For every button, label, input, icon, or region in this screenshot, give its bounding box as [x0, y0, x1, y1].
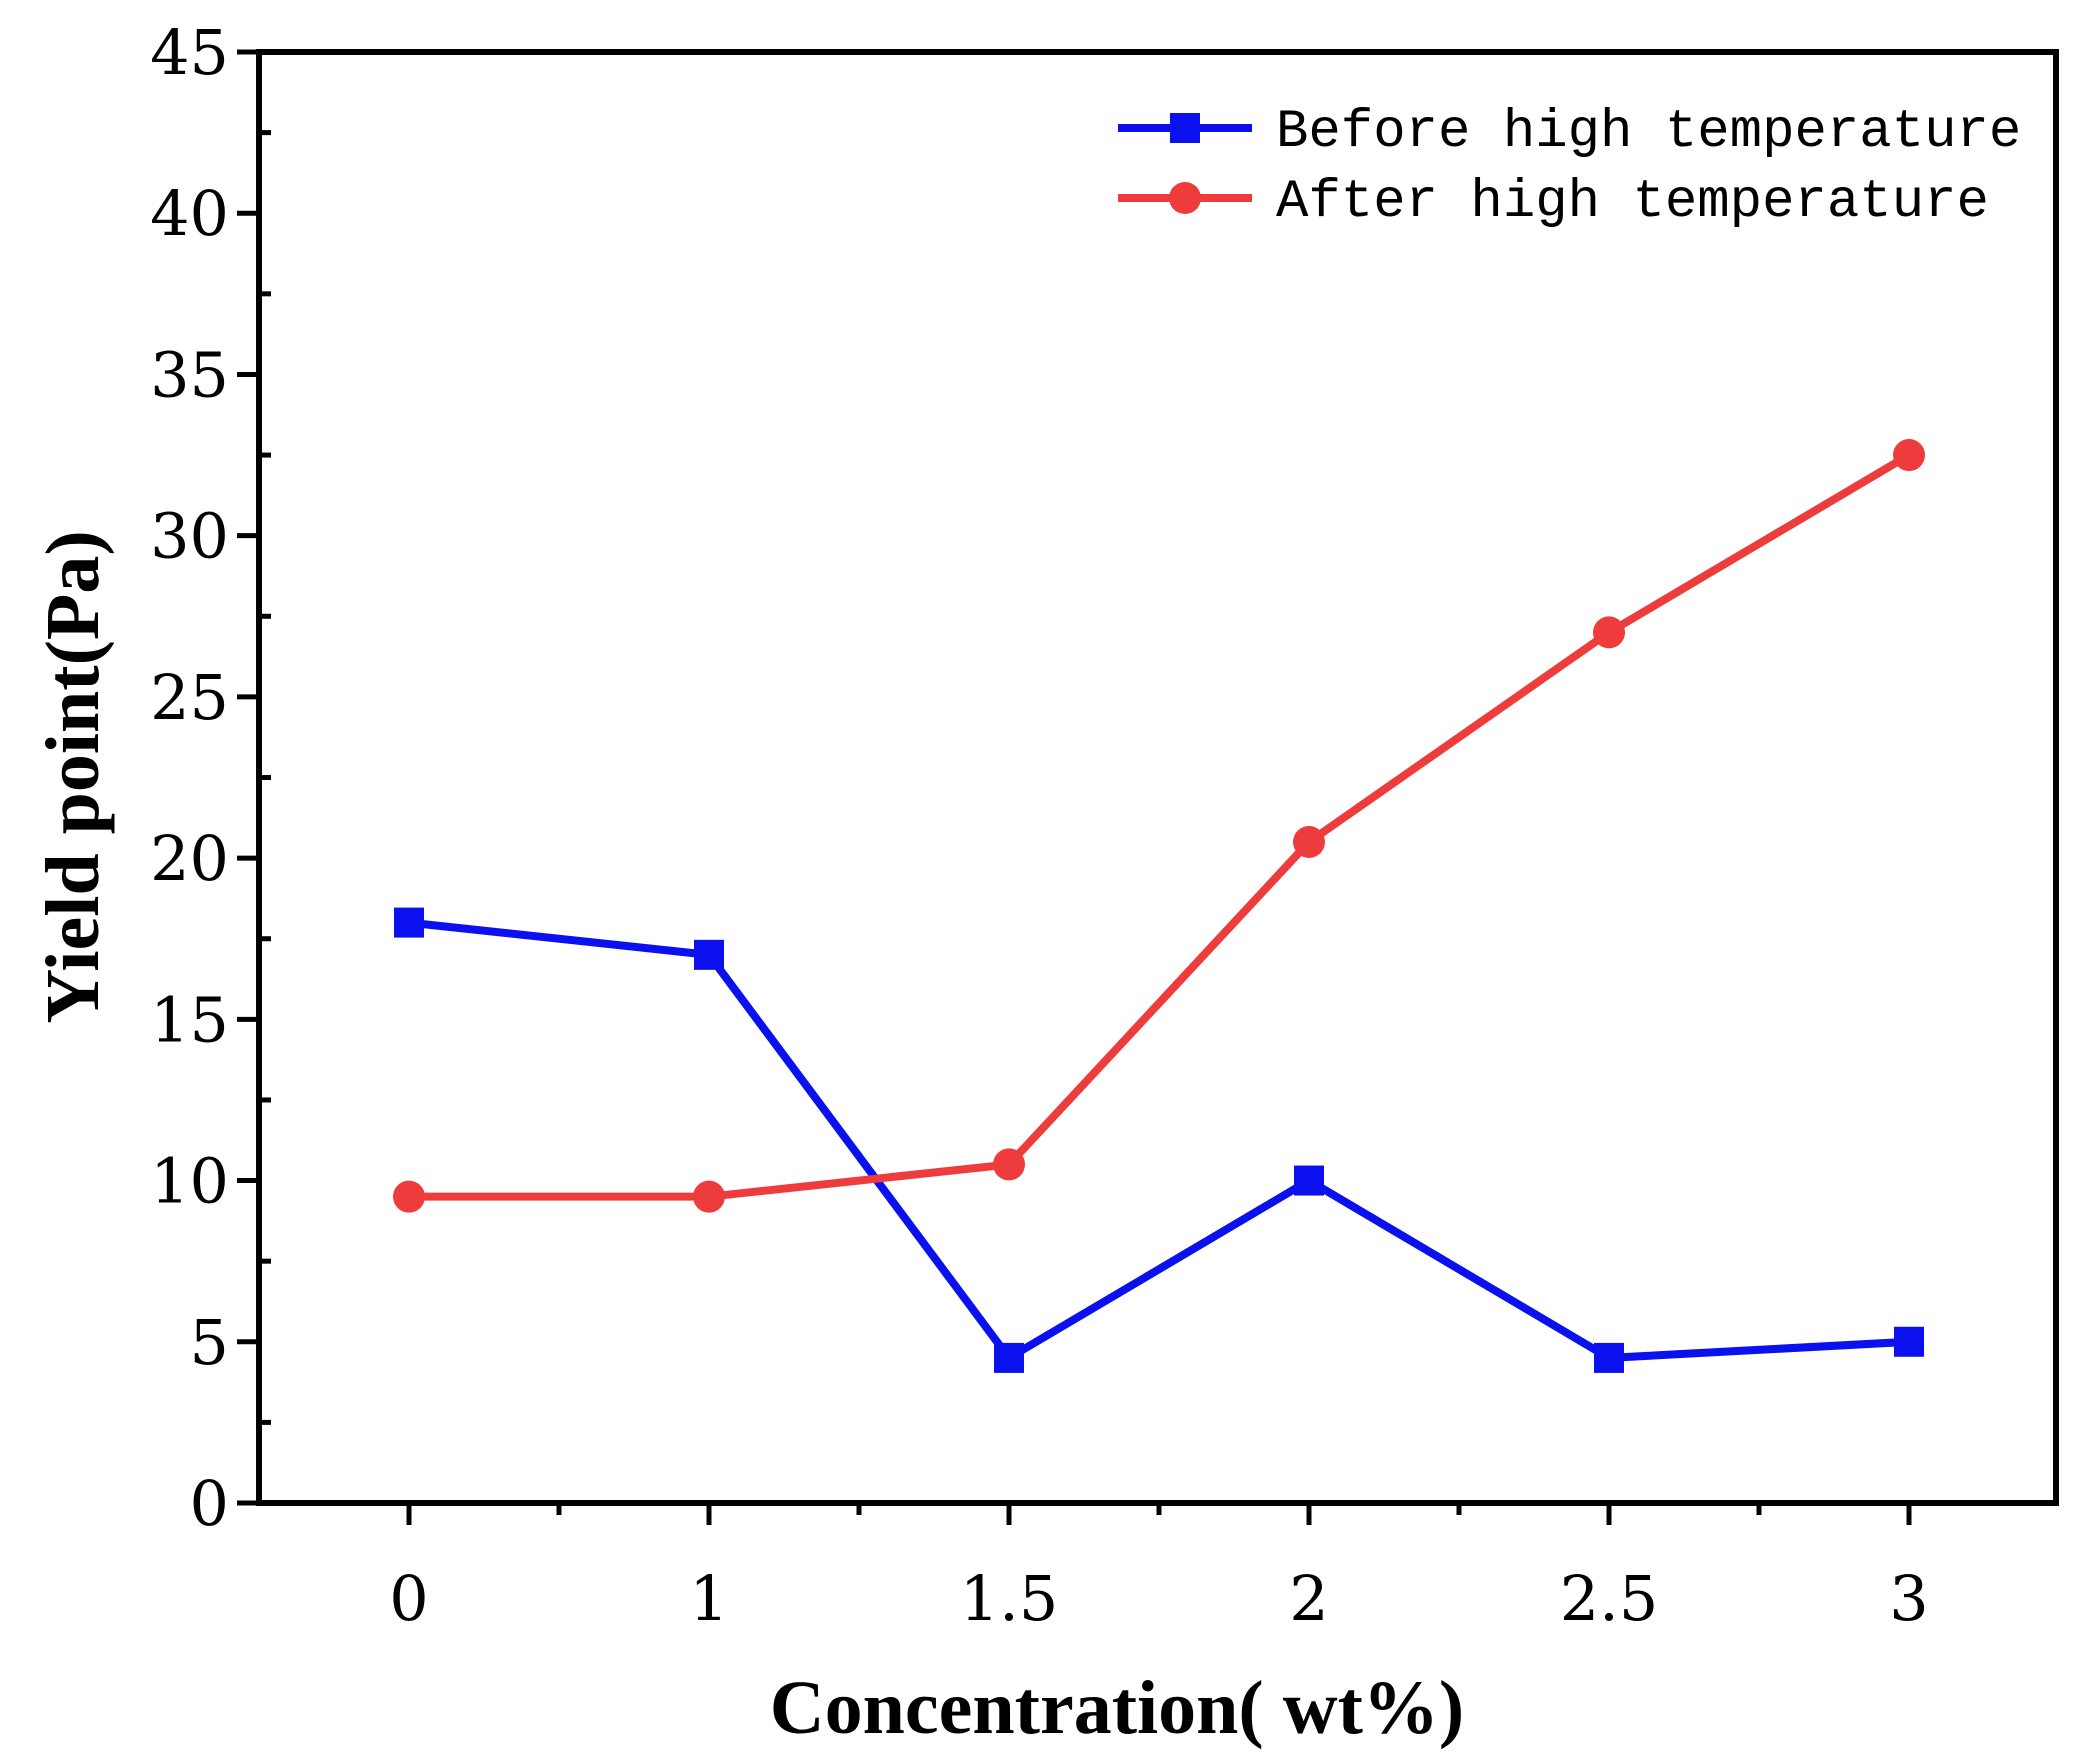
y-tick-label: 30 — [150, 500, 229, 573]
x-axis-title: Concentration( wt%) — [770, 1666, 1464, 1750]
plot-frame — [256, 49, 2059, 1506]
data-point-before — [694, 939, 724, 970]
data-point-before — [1894, 1326, 1924, 1357]
data-point-after — [1893, 439, 1925, 472]
legend: Before high temperature After high temper… — [1118, 102, 2021, 233]
y-tick-label: 10 — [150, 1145, 229, 1218]
x-tick-label: 1 — [689, 1562, 728, 1635]
data-point-after — [393, 1180, 425, 1213]
y-tick-label: 5 — [190, 1306, 229, 1379]
x-tick-label: 3 — [1889, 1562, 1928, 1635]
series-line-after — [409, 451, 1912, 1201]
legend-marker-before — [1170, 113, 1200, 143]
x-tick-label: 2.5 — [1560, 1562, 1659, 1635]
data-point-after — [993, 1148, 1025, 1181]
x-axis: 0 1 1.5 2 2.5 3 — [389, 1503, 1929, 1635]
y-tick-label: 35 — [150, 338, 229, 411]
legend-label-after: After high temperature — [1276, 172, 1989, 233]
y-axis: 0 5 10 15 20 25 30 35 40 45 — [150, 16, 271, 1540]
y-tick-label: 0 — [190, 1467, 229, 1540]
y-tick-label: 15 — [150, 983, 229, 1056]
series-line-before — [408, 918, 1910, 1364]
y-tick-label: 45 — [150, 16, 229, 89]
data-point-after — [1593, 616, 1625, 649]
x-tick-label: 2 — [1289, 1562, 1328, 1635]
y-tick-label: 20 — [150, 822, 229, 895]
data-point-before — [1594, 1342, 1624, 1373]
x-tick-label: 1.5 — [960, 1562, 1059, 1635]
x-tick-label: 0 — [389, 1562, 428, 1635]
series-layer — [393, 439, 1925, 1373]
legend-marker-after — [1169, 182, 1201, 214]
legend-label-before: Before high temperature — [1276, 102, 2021, 163]
y-tick-label: 25 — [150, 661, 229, 734]
data-point-after — [693, 1180, 725, 1213]
data-point-before — [994, 1342, 1024, 1373]
data-point-before — [394, 907, 424, 938]
data-point-before — [1294, 1165, 1324, 1196]
y-tick-label: 40 — [150, 177, 229, 250]
y-axis-title: Yield point(Pa) — [31, 530, 115, 1023]
data-point-after — [1293, 825, 1325, 858]
